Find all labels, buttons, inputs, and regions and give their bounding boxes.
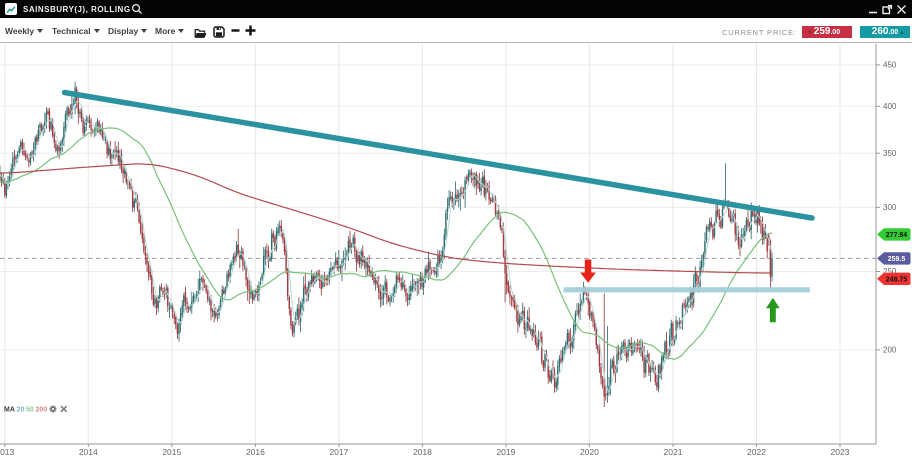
svg-text:2017: 2017 xyxy=(329,447,348,457)
svg-text:2020: 2020 xyxy=(580,447,599,457)
svg-text:400: 400 xyxy=(883,102,897,111)
svg-text:2013: 2013 xyxy=(0,447,15,457)
svg-text:2015: 2015 xyxy=(162,447,181,457)
svg-text:50: 50 xyxy=(26,407,34,414)
svg-text:2021: 2021 xyxy=(664,447,683,457)
svg-text:250: 250 xyxy=(883,267,897,276)
svg-text:248.75: 248.75 xyxy=(886,276,908,283)
svg-text:MA: MA xyxy=(4,407,15,414)
svg-text:259.5: 259.5 xyxy=(888,256,906,263)
svg-text:2016: 2016 xyxy=(246,447,265,457)
svg-text:200: 200 xyxy=(36,407,48,414)
svg-text:20: 20 xyxy=(17,407,25,414)
svg-text:200: 200 xyxy=(883,346,897,355)
svg-text:300: 300 xyxy=(883,203,897,212)
svg-text:2022: 2022 xyxy=(747,447,766,457)
svg-text:2014: 2014 xyxy=(79,447,98,457)
svg-text:2019: 2019 xyxy=(496,447,515,457)
svg-text:277.84: 277.84 xyxy=(886,232,908,239)
svg-text:2018: 2018 xyxy=(413,447,432,457)
svg-text:350: 350 xyxy=(883,149,897,158)
svg-text:450: 450 xyxy=(883,61,897,70)
svg-text:2023: 2023 xyxy=(831,447,850,457)
